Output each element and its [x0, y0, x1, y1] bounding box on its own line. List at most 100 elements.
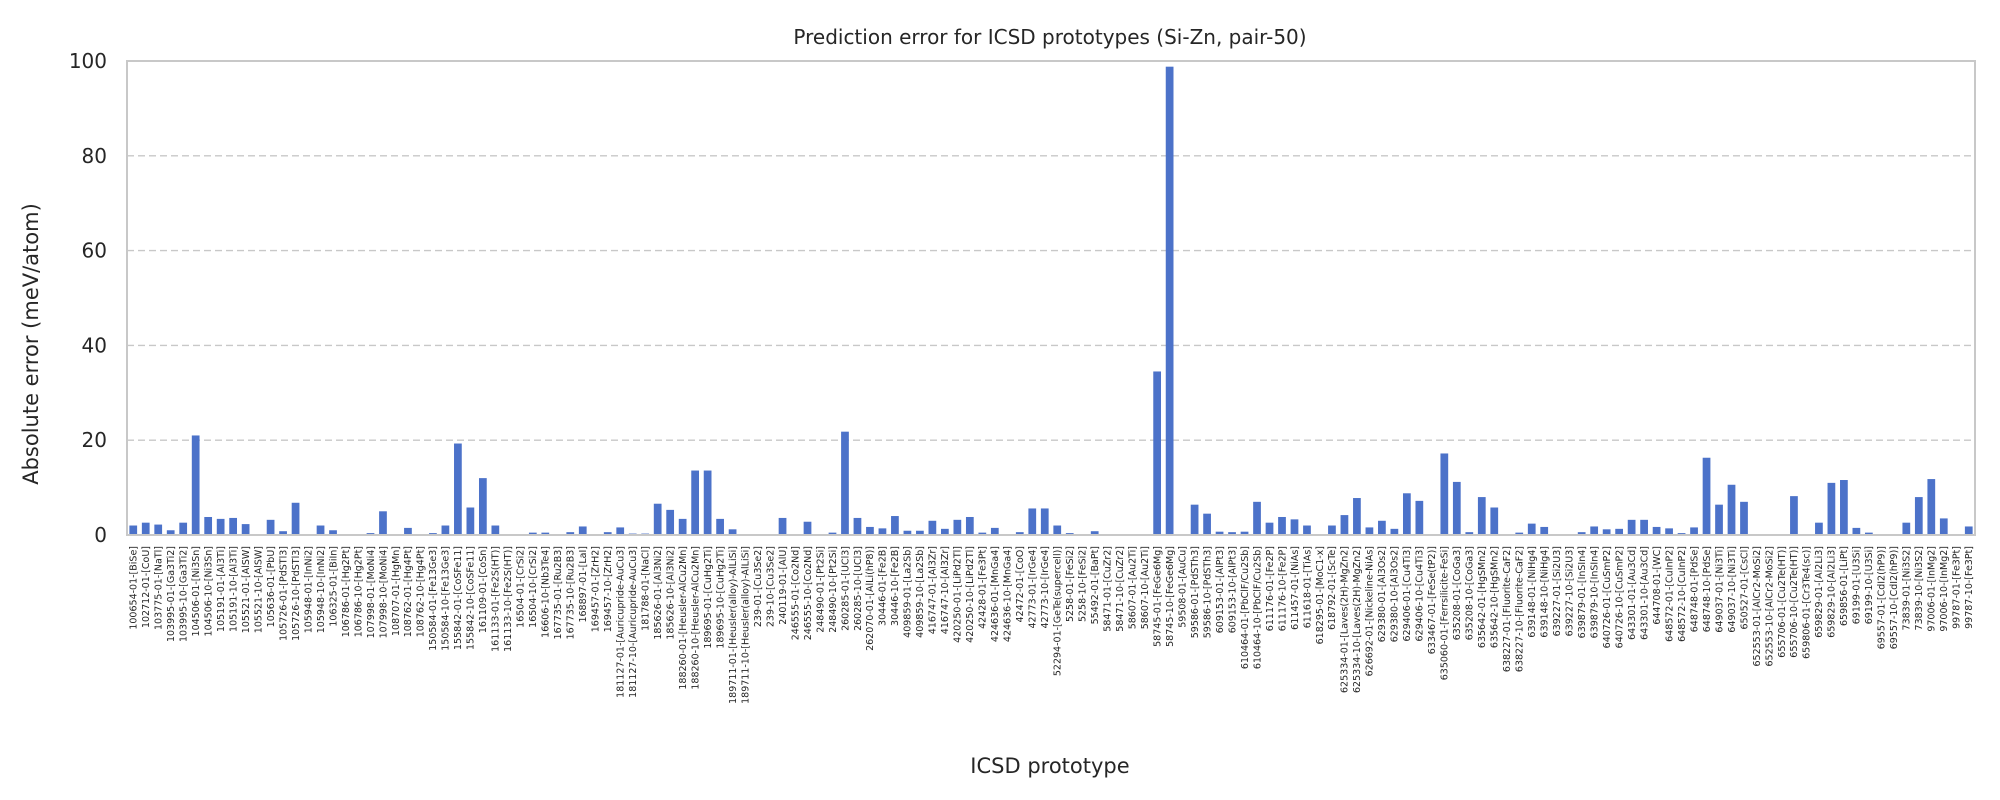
x-tick-label: 106786-10-[Hg2Pt] — [353, 546, 364, 637]
bar — [229, 517, 238, 535]
bar — [1715, 504, 1723, 535]
y-tick-labels: 0 20 40 60 80 100 — [69, 49, 107, 547]
x-tick-label: 97006-10-[InMg2] — [1939, 546, 1950, 632]
x-tick-label: 629406-01-[Cu4Ti3] — [1402, 546, 1413, 642]
bar — [866, 526, 874, 535]
x-tick-label: 155842-01-[CoSFe11] — [453, 546, 464, 650]
x-tick-label: 640726-10-[CuSmP2] — [1614, 546, 1625, 648]
bar — [803, 521, 812, 535]
bar — [728, 529, 737, 535]
x-tick-label: 97006-01-[InMg2] — [1927, 546, 1938, 632]
x-tick-label: 625334-10-[Laves(2H)-MgZn2] — [1352, 546, 1363, 693]
x-tick-label: 262070-01-[AlLi(hP8)] — [865, 546, 876, 651]
bar — [1790, 496, 1798, 535]
x-tick-label: 246555-01-[Co2Nd] — [790, 546, 801, 640]
bar — [603, 532, 612, 535]
bar — [241, 524, 250, 535]
x-tick-label: 240119-01-[AlU] — [778, 546, 789, 625]
bar — [1615, 528, 1624, 535]
x-tick-label: 181127-10-[Auricupride-AuCu3] — [628, 546, 639, 698]
x-tick-label: 420250-10-[LiPd2Tl] — [965, 546, 976, 643]
y-tick-label: 60 — [82, 239, 107, 263]
x-tick-labels: 100654-01-[BiSe] 102712-01-[CoU] 103775-01… — [129, 546, 1976, 704]
x-tick-label: 105726-10-[PdSTl3] — [291, 546, 302, 641]
x-tick-label: 629380-10-[Al3Os2] — [1390, 546, 1401, 642]
bar — [1340, 515, 1349, 535]
x-tick-label: 105521-01-[AlSW] — [241, 546, 252, 633]
x-tick-label: 16504-01-[CrSi2] — [516, 546, 527, 628]
bar — [940, 528, 949, 535]
bar — [1515, 532, 1524, 535]
x-tick-label: 185626-10-[Al3Ni2] — [665, 546, 676, 640]
bar — [566, 532, 575, 535]
bar — [1440, 453, 1449, 535]
x-tick-label: 260285-10-[UCl3] — [853, 546, 864, 631]
bar — [1253, 501, 1261, 535]
x-tick-label: 420250-01-[LiPd2Tl] — [953, 546, 964, 643]
x-tick-label: 248490-10-[Pt2Si] — [828, 546, 839, 633]
x-tick-label: 30446-10-[Fe2B] — [890, 546, 901, 626]
bar — [778, 517, 787, 535]
bar — [965, 516, 974, 535]
bar — [491, 525, 500, 535]
x-axis-label: ICSD prototype — [970, 754, 1129, 778]
bar — [1590, 526, 1599, 535]
bar — [291, 502, 300, 535]
y-tick-label: 40 — [82, 333, 107, 357]
bar — [678, 518, 687, 535]
bar — [454, 443, 462, 535]
x-tick-label: 73839-10-[Ni3S2] — [1914, 546, 1925, 630]
x-tick-label: 69557-10-[CdI2(hP9)] — [1889, 546, 1900, 649]
x-tick-label: 161133-10-[Fe2S(HT)] — [503, 546, 514, 652]
x-tick-label: 58607-10-[Au2Ti] — [1140, 546, 1151, 629]
bar — [1690, 527, 1698, 535]
bar — [1402, 493, 1411, 535]
x-tick-label: 55492-01-[BaPt] — [1090, 546, 1101, 624]
bar — [1203, 513, 1211, 535]
x-tick-label: 639879-10-[InSIn4] — [1589, 546, 1600, 638]
bar — [279, 531, 287, 535]
x-tick-label: 639227-10-[Si2U3] — [1564, 546, 1575, 636]
bar — [179, 522, 188, 535]
bar — [216, 518, 225, 535]
x-tick-label: 648572-10-[CuInP2] — [1677, 546, 1688, 642]
bar — [1602, 529, 1611, 535]
x-tick-label: 635208-01-[CoGa3] — [1452, 546, 1463, 640]
plot-frame — [126, 60, 1976, 536]
x-tick-label: 644708-01-[WC] — [1652, 546, 1663, 625]
bar — [1939, 518, 1948, 535]
x-tick-label: 42428-01-[Fe3Pt] — [978, 546, 989, 629]
y-tick-label: 0 — [94, 523, 107, 547]
x-tick-label: 635642-01-[HgSMn2] — [1477, 546, 1488, 648]
x-tick-label: 188260-10-[Heusler-AlCu2Mn] — [690, 546, 701, 690]
bar — [1864, 532, 1873, 535]
x-tick-label: 100654-01-[BiSe] — [129, 546, 140, 630]
x-tick-label: 42472-01-[CoO] — [1015, 546, 1026, 623]
bar — [1378, 520, 1386, 535]
x-tick-label: 104506-10-[Ni3Sn] — [203, 546, 214, 636]
x-tick-label: 189711-10-[Heusler(alloy)-AlLiSi] — [740, 546, 751, 704]
bar — [1228, 532, 1236, 535]
x-tick-label: 409859-01-[La2Sb] — [903, 546, 914, 638]
x-tick-label: 106786-01-[Hg2Pt] — [341, 546, 352, 637]
bar — [1815, 522, 1823, 535]
x-tick-label: 611618-01-[TiAs] — [1302, 546, 1313, 628]
x-tick-label: 649037-10-[Ni3Ti] — [1727, 546, 1738, 633]
bar — [716, 518, 724, 535]
x-tick-label: 640726-01-[CuSmP2] — [1602, 546, 1613, 648]
bar — [1303, 525, 1311, 535]
bar — [1914, 497, 1923, 535]
bar — [1153, 371, 1162, 535]
bar — [841, 431, 849, 535]
bar — [1840, 480, 1848, 535]
x-tick-label: 103995-01-[Ga3Ti2] — [166, 546, 177, 642]
bar — [1215, 531, 1224, 535]
bar — [1190, 504, 1199, 535]
x-tick-label: 659829-10-[Al2Li3] — [1827, 546, 1838, 638]
bar — [1090, 531, 1099, 535]
x-tick-label: 73839-01-[Ni3S2] — [1902, 546, 1913, 630]
x-tick-label: 639879-01-[InSIn4] — [1577, 546, 1588, 638]
x-tick-label: 58607-01-[Au2Ti] — [1127, 546, 1138, 629]
x-tick-label: 260285-01-[UCl3] — [840, 546, 851, 631]
